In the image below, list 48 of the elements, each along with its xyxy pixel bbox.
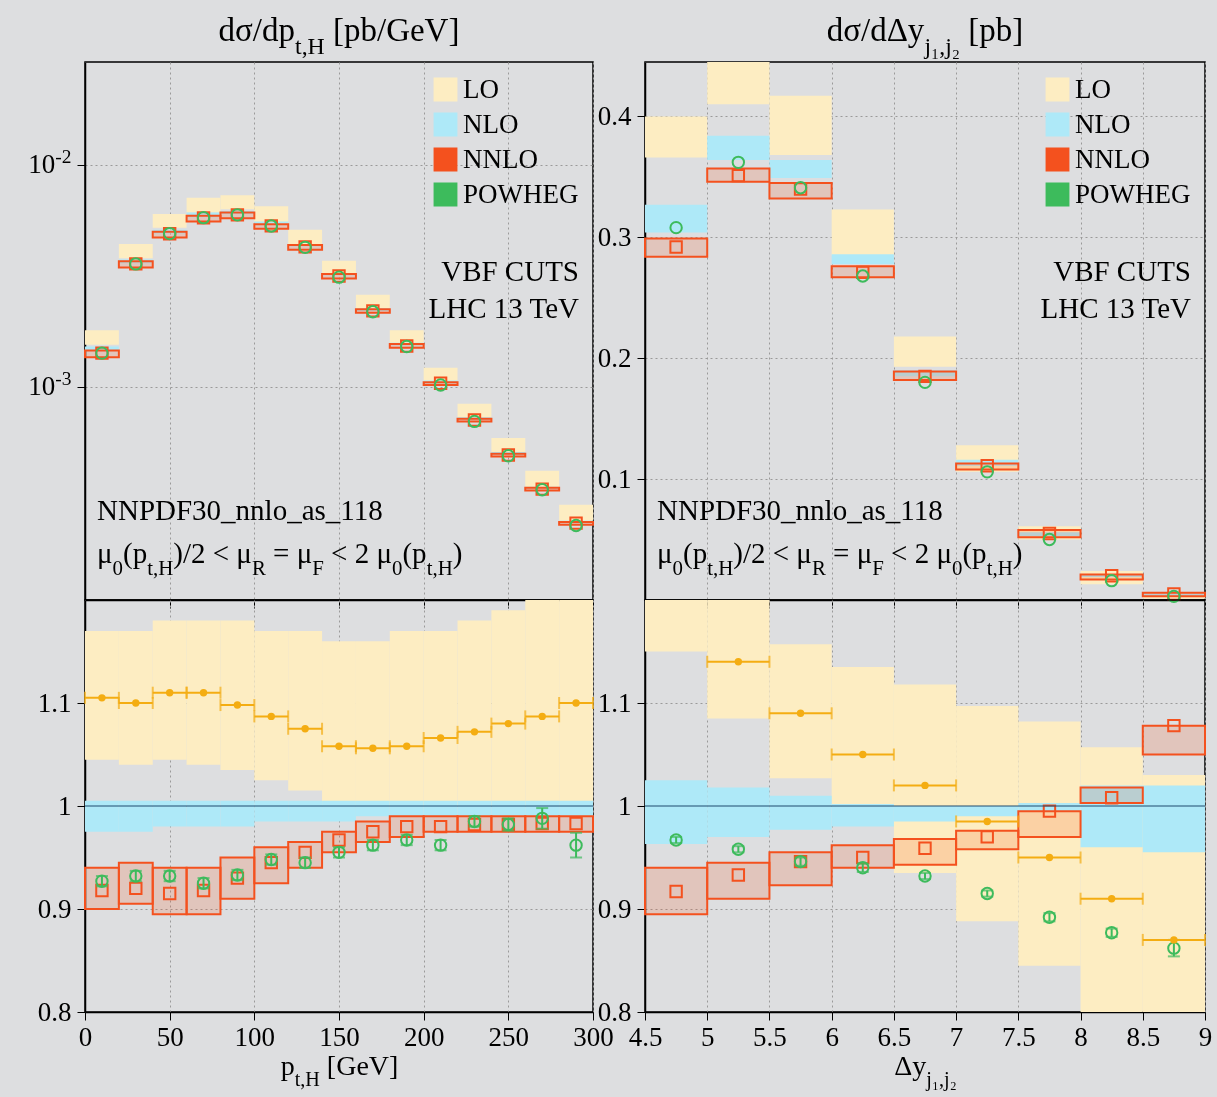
legend-label: POWHEG [463, 178, 579, 209]
y-tick-label: 1 [58, 790, 72, 821]
y-tick-label: 0.9 [37, 893, 72, 924]
y-tick-label: 1.1 [37, 687, 72, 718]
x-tick-label: 8.5 [1126, 1021, 1161, 1052]
x-tick-label: 100 [234, 1021, 276, 1052]
annotation: LHC 13 TeV [428, 292, 580, 325]
chart-title: dσ/dp$_{t,H}$ [pb/GeV] [218, 12, 460, 59]
legend-label: NLO [1075, 108, 1131, 139]
y-tick-label: 10$^{-3}$ [28, 367, 72, 402]
legend-label: NLO [463, 108, 519, 139]
annotation: VBF CUTS [1053, 254, 1191, 287]
text: μ$_{0}$(p$_{t,H}$)/2 < μ$_{R}$ = μ$_{F}$ < 2 μ$_{0}$(p$_{t,H}$) [97, 537, 463, 581]
x-tick-label: 7 [949, 1021, 964, 1052]
y-tick-label: 0.2 [597, 342, 632, 373]
x-axis-title: Δy$_{j₁,j₂}$ [894, 1049, 957, 1091]
x-tick-label: 9 [1198, 1021, 1213, 1052]
annotation: LHC 13 TeV [1040, 292, 1192, 325]
legend-label: LO [463, 73, 499, 104]
legend-label: POWHEG [1075, 178, 1191, 209]
x-tick-label: 250 [488, 1021, 530, 1052]
x-tick-label: 7.5 [1001, 1021, 1036, 1052]
legend-label: NNLO [463, 143, 538, 174]
annotation: NNPDF30_nnlo_as_118 [657, 494, 943, 527]
x-tick-label: 8 [1074, 1021, 1088, 1052]
x-tick-label: 200 [403, 1021, 445, 1052]
x-tick-label: 5.5 [753, 1021, 787, 1052]
y-tick-label: 0.3 [597, 221, 632, 252]
chart-title: dσ/dΔy$_{j₁,j₂}$ [pb] [826, 12, 1024, 59]
y-tick-label: 0.8 [37, 996, 72, 1027]
y-tick-label: 1 [618, 790, 632, 821]
y-tick-label: 0.1 [597, 463, 632, 494]
x-tick-label: 6 [825, 1021, 839, 1052]
legend-label: LO [1075, 73, 1111, 104]
text: μ$_{0}$(p$_{t,H}$)/2 < μ$_{R}$ = μ$_{F}$ < 2 μ$_{0}$(p$_{t,H}$) [657, 537, 1023, 581]
x-axis-title: p$_{t,H}$ [GeV] [280, 1049, 399, 1090]
y-tick-label: 10$^{-2}$ [28, 145, 72, 180]
x-tick-label: 50 [156, 1021, 184, 1052]
y-tick-label: 1.1 [597, 687, 632, 718]
y-tick-label: 0.4 [597, 100, 632, 131]
annotation: VBF CUTS [441, 254, 579, 287]
x-tick-label: 150 [319, 1021, 360, 1052]
x-tick-label: 0 [78, 1021, 93, 1052]
y-tick-label: 0.9 [597, 893, 632, 924]
annotation: NNPDF30_nnlo_as_118 [97, 494, 383, 527]
x-tick-label: 5 [700, 1021, 715, 1052]
x-tick-label: 6.5 [877, 1021, 912, 1052]
legend-label: NNLO [1075, 143, 1150, 174]
